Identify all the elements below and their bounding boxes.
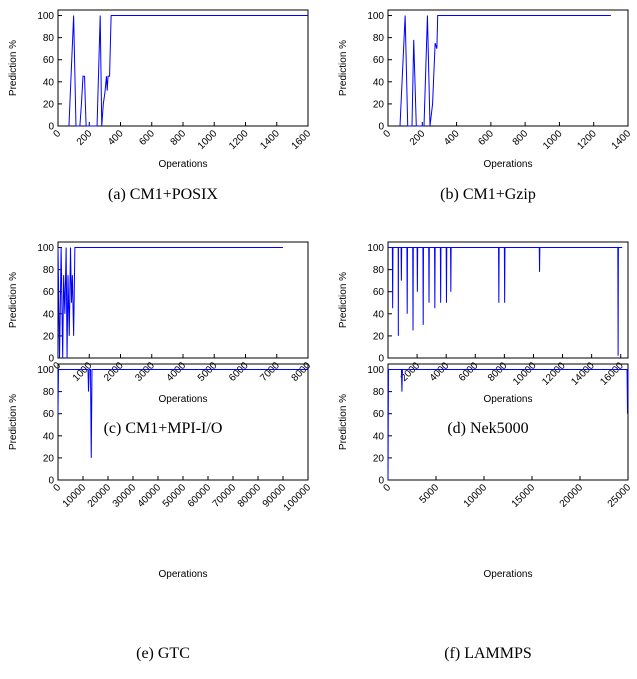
- x-tick-label: 1000: [541, 128, 565, 152]
- x-tick-label: 800: [169, 128, 189, 148]
- x-tick-label: 15000: [510, 482, 538, 510]
- x-tick-label: 25000: [606, 482, 634, 510]
- y-tick-label: 20: [373, 453, 385, 464]
- y-tick-label: 60: [43, 287, 55, 298]
- x-tick-label: 1600: [290, 128, 314, 152]
- x-tick-label: 0: [381, 482, 393, 494]
- y-tick-label: 100: [367, 243, 384, 254]
- y-tick-label: 40: [43, 431, 55, 442]
- y-tick-label: 100: [37, 365, 54, 376]
- y-tick-label: 60: [373, 55, 385, 66]
- y-tick-label: 20: [373, 99, 385, 110]
- y-tick-label: 100: [367, 365, 384, 376]
- x-tick-label: 50000: [161, 482, 189, 510]
- x-tick-label: 400: [442, 128, 462, 148]
- y-tick-label: 60: [373, 287, 385, 298]
- caption: (c) CM1+MPI-I/O: [104, 420, 223, 437]
- x-axis-label: Operations: [484, 394, 533, 405]
- data-line: [387, 369, 629, 481]
- y-tick-label: 100: [367, 11, 384, 22]
- x-tick-label: 20000: [558, 482, 586, 510]
- x-tick-label: 1000: [196, 128, 220, 152]
- caption: (a) CM1+POSIX: [108, 186, 218, 203]
- plot-frame: [57, 9, 309, 127]
- x-tick-label: 40000: [136, 482, 164, 510]
- y-tick-label: 20: [43, 453, 55, 464]
- y-axis-label: Prediction %: [8, 40, 19, 96]
- x-tick-label: 80000: [236, 482, 264, 510]
- y-tick-label: 0: [378, 122, 384, 133]
- y-tick-label: 20: [373, 331, 385, 342]
- caption: (d) Nek5000: [447, 420, 528, 437]
- x-tick-label: 30000: [111, 482, 139, 510]
- x-tick-label: 10000: [462, 482, 490, 510]
- plot-frame: [57, 241, 309, 359]
- x-axis-label: Operations: [484, 159, 533, 170]
- y-tick-label: 0: [378, 476, 384, 487]
- x-tick-label: 800: [511, 128, 531, 148]
- y-tick-label: 80: [373, 265, 385, 276]
- x-tick-label: 1400: [258, 128, 282, 152]
- y-tick-label: 60: [43, 55, 55, 66]
- x-tick-label: 0: [381, 128, 393, 140]
- y-tick-label: 100: [37, 243, 54, 254]
- y-tick-label: 80: [373, 387, 385, 398]
- x-tick-label: 1200: [575, 128, 599, 152]
- y-tick-label: 80: [43, 387, 55, 398]
- x-axis-label: Operations: [484, 569, 533, 580]
- y-tick-label: 40: [43, 77, 55, 88]
- y-axis-label: Prediction %: [338, 272, 349, 328]
- y-axis-label: Prediction %: [8, 394, 19, 450]
- x-tick-label: 600: [137, 128, 157, 148]
- y-tick-label: 80: [43, 33, 55, 44]
- x-tick-label: 0: [51, 128, 63, 140]
- x-tick-label: 10000: [61, 482, 89, 510]
- x-axis-label: Operations: [159, 394, 208, 405]
- plot-frame: [387, 241, 629, 359]
- data-line: [57, 247, 283, 359]
- x-tick-label: 200: [408, 128, 428, 148]
- y-tick-label: 0: [378, 354, 384, 365]
- x-axis-label: Operations: [159, 569, 208, 580]
- x-axis-label: Operations: [159, 159, 208, 170]
- x-tick-label: 1400: [610, 128, 634, 152]
- x-tick-label: 1200: [227, 128, 251, 152]
- data-line: [57, 369, 308, 458]
- y-tick-label: 20: [43, 99, 55, 110]
- y-axis-label: Prediction %: [338, 394, 349, 450]
- y-tick-label: 60: [43, 409, 55, 420]
- y-tick-label: 0: [48, 476, 54, 487]
- y-axis-label: Prediction %: [8, 272, 19, 328]
- y-tick-label: 80: [43, 265, 55, 276]
- y-tick-label: 100: [37, 11, 54, 22]
- y-tick-label: 0: [48, 122, 54, 133]
- x-tick-label: 200: [75, 128, 95, 148]
- x-tick-label: 100000: [282, 482, 314, 514]
- x-tick-label: 600: [476, 128, 496, 148]
- x-tick-label: 400: [106, 128, 126, 148]
- plot-frame: [387, 9, 629, 127]
- y-tick-label: 80: [373, 33, 385, 44]
- data-line: [388, 247, 623, 356]
- y-tick-label: 40: [373, 77, 385, 88]
- y-tick-label: 20: [43, 331, 55, 342]
- caption: (b) CM1+Gzip: [440, 186, 536, 203]
- x-tick-label: 0: [51, 482, 63, 494]
- caption: (e) GTC: [136, 645, 190, 662]
- y-tick-label: 60: [373, 409, 385, 420]
- caption: (f) LAMMPS: [444, 645, 532, 662]
- y-axis-label: Prediction %: [338, 40, 349, 96]
- x-tick-label: 70000: [211, 482, 239, 510]
- y-tick-label: 0: [48, 354, 54, 365]
- data-line: [68, 15, 308, 127]
- y-tick-label: 40: [43, 309, 55, 320]
- data-line: [399, 15, 611, 127]
- x-tick-label: 5000: [418, 482, 442, 506]
- x-tick-label: 20000: [86, 482, 114, 510]
- y-tick-label: 40: [373, 309, 385, 320]
- y-tick-label: 40: [373, 431, 385, 442]
- x-tick-label: 60000: [186, 482, 214, 510]
